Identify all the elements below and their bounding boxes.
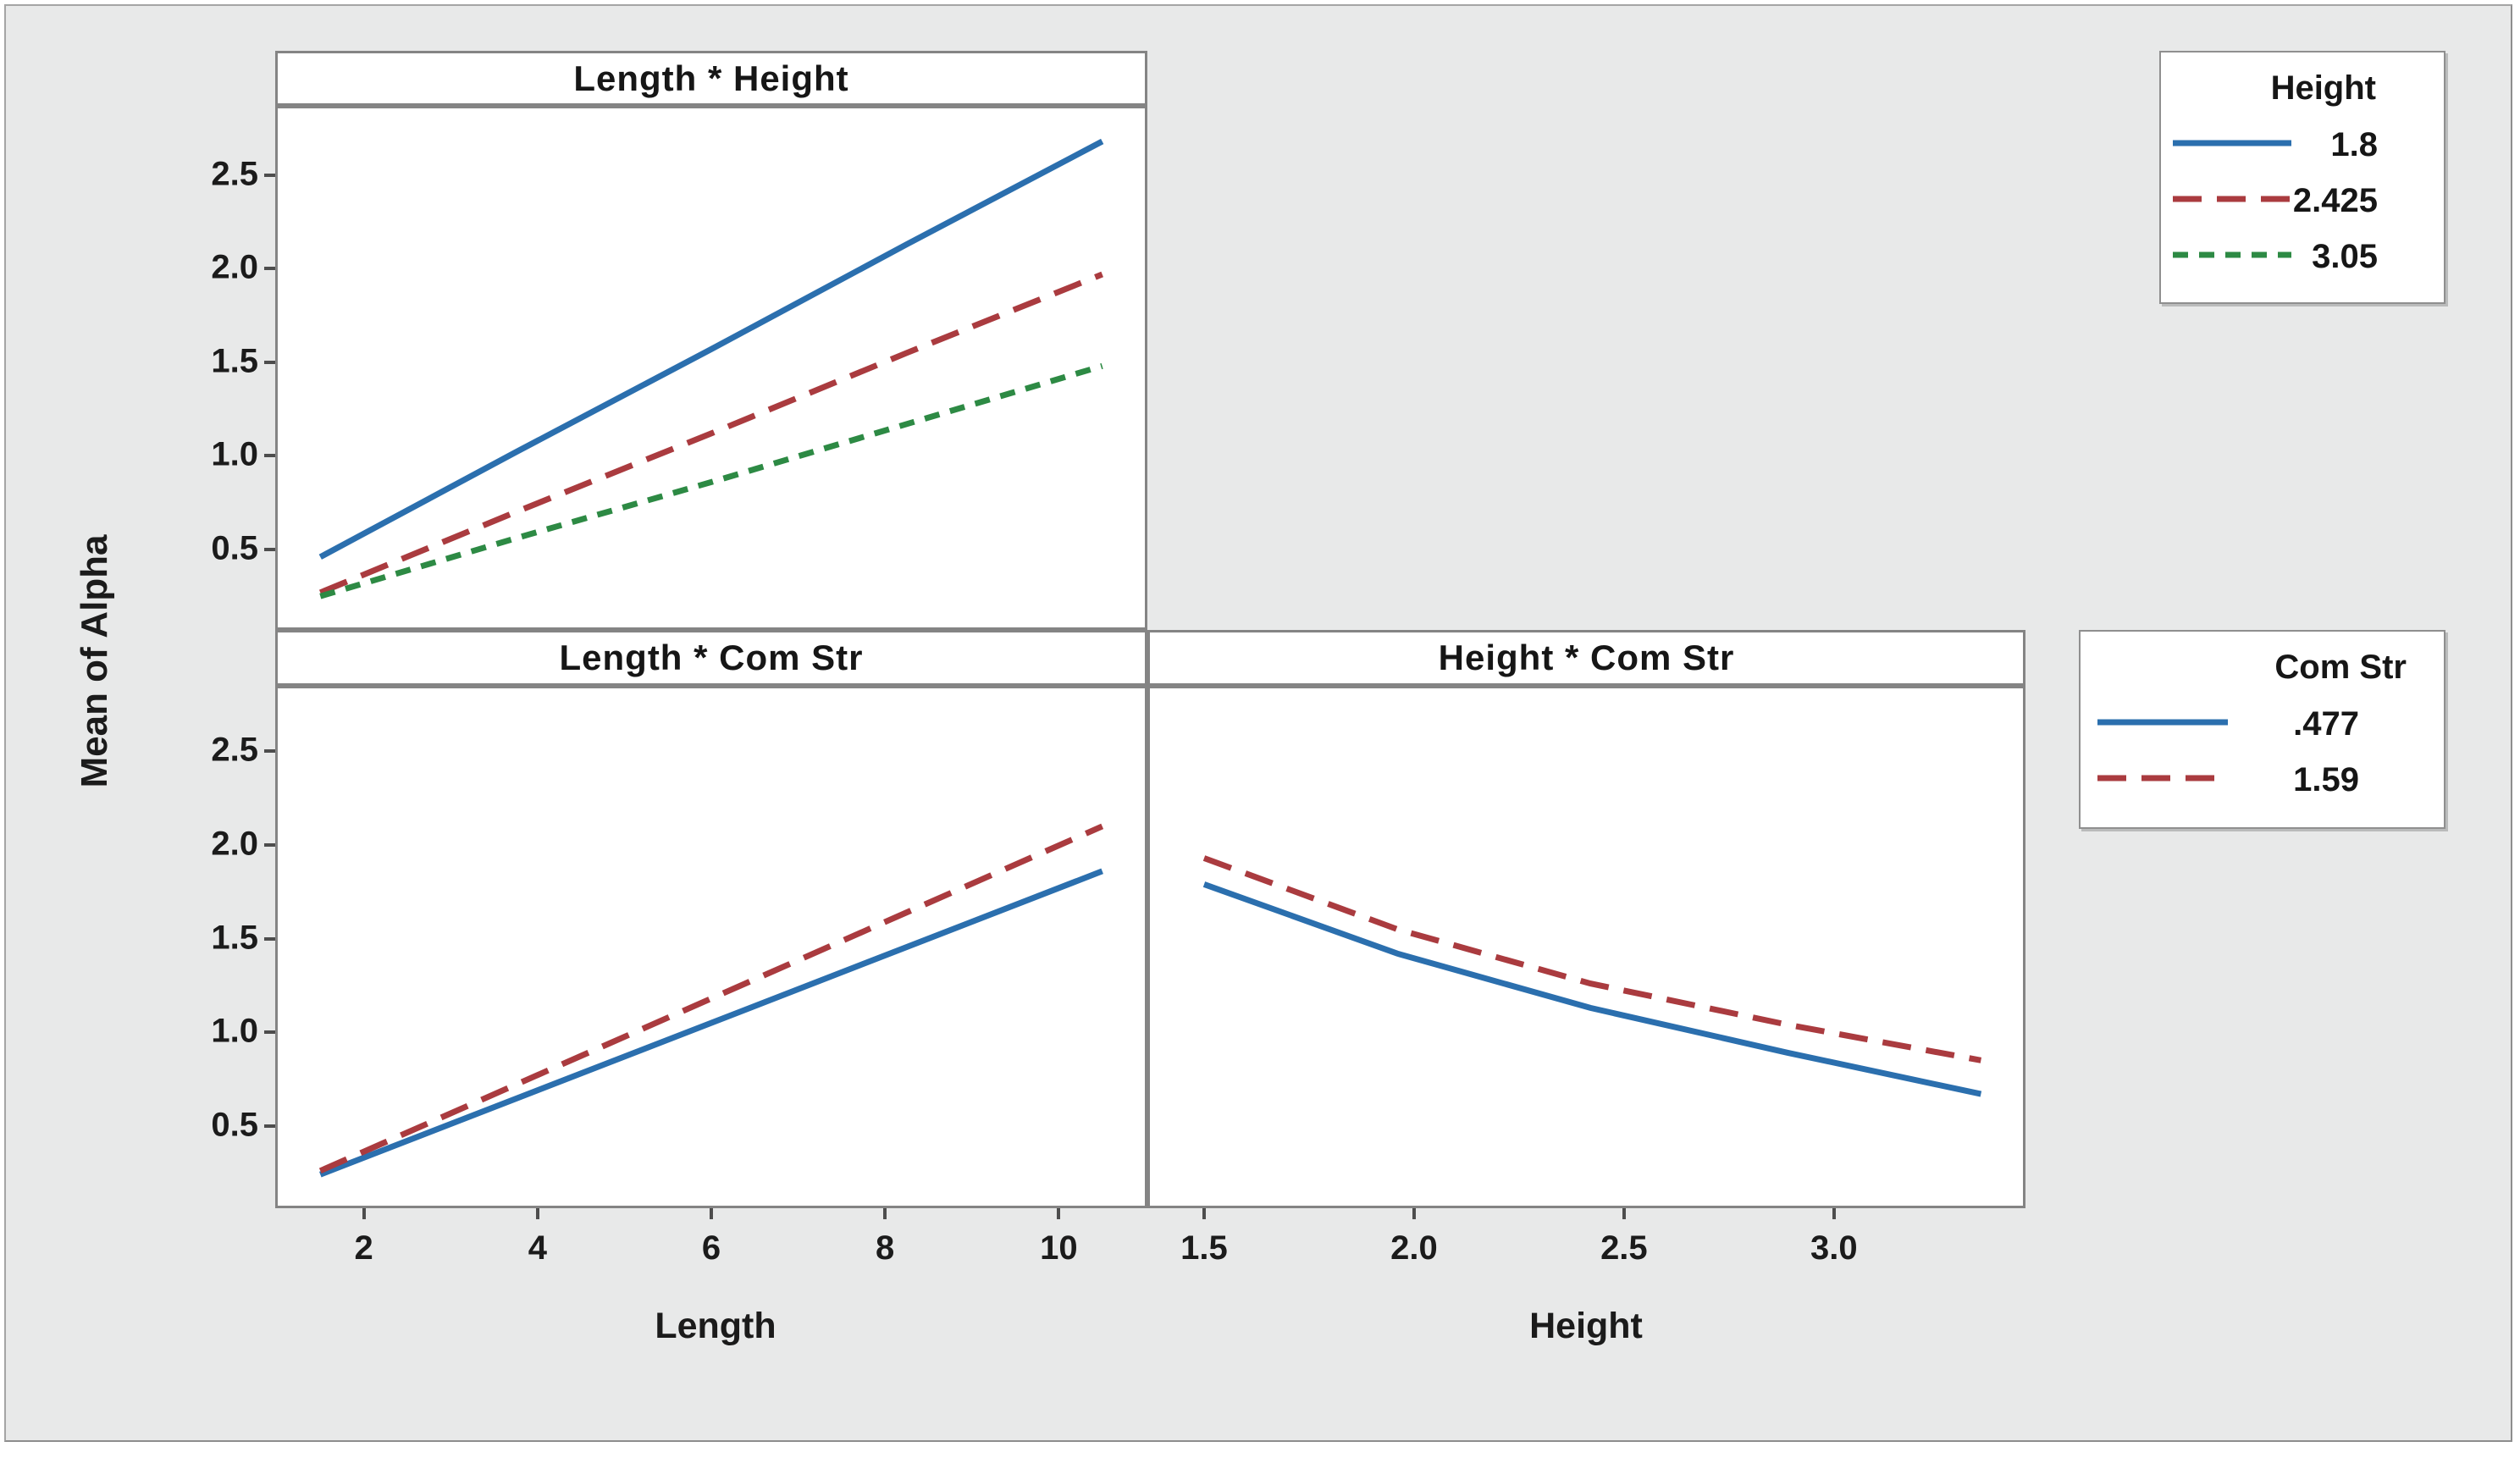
x-tick-label: 3.0: [1810, 1229, 1858, 1267]
x-tick-label: 2.0: [1390, 1229, 1438, 1267]
y-tick-label: 0.5: [211, 529, 258, 567]
y-tick: [264, 173, 275, 177]
y-tick-label: 0.5: [211, 1106, 258, 1144]
y-tick: [264, 267, 275, 271]
y-tick-label: 1.0: [211, 1012, 258, 1050]
legend-entry-label: 1.8: [2330, 125, 2378, 163]
legend-entry-label: 2.425: [2292, 181, 2378, 219]
solid-line-sample: [2097, 716, 2228, 732]
y-tick-label: 2.0: [211, 248, 258, 286]
y-tick-label: 1.5: [211, 919, 258, 957]
plot-area-height-comstr: [1147, 686, 2025, 1208]
x-tick-label: 10: [1040, 1229, 1078, 1267]
x-tick: [1832, 1208, 1836, 1219]
x-tick: [710, 1208, 713, 1219]
legend-entry-label: 3.05: [2312, 237, 2378, 275]
y-tick-label: 2.5: [211, 155, 258, 193]
plot-area-length-comstr: [275, 686, 1147, 1208]
y-tick: [264, 454, 275, 458]
x-tick: [1057, 1208, 1061, 1219]
x-tick: [362, 1208, 366, 1219]
x-tick-label: 6: [701, 1229, 721, 1267]
y-tick: [264, 936, 275, 941]
y-tick-label: 1.0: [211, 435, 258, 473]
y-tick: [264, 360, 275, 364]
legend-title: Com Str: [2274, 649, 2407, 686]
legend-title: Height: [2270, 69, 2376, 107]
solid-line-sample: [2173, 137, 2291, 153]
y-tick: [264, 1030, 275, 1035]
panel-title-length-comstr: Length * Com Str: [275, 630, 1147, 686]
panel-title-text: Length * Height: [573, 58, 849, 98]
y-tick-label: 2.5: [211, 731, 258, 769]
x-axis-label-height: Height: [1529, 1306, 1643, 1346]
x-axis-label-length: Length: [655, 1306, 776, 1346]
y-axis-label: Mean of Alpha: [74, 534, 115, 788]
panel-title-text: Height * Com Str: [1438, 638, 1735, 677]
legend-entry-label: .477: [2293, 704, 2359, 743]
legend-entry: 1.59: [2081, 752, 2444, 808]
long-dash-line-sample: [2097, 772, 2228, 788]
plot-area-length-height: [275, 106, 1147, 630]
figure-canvas: Length * Height Length * Com Str Height …: [4, 4, 2512, 1442]
x-tick-label: 2: [354, 1229, 373, 1267]
x-tick-label: 8: [876, 1229, 895, 1267]
legend-comstr: Com Str .477 1.59: [2079, 630, 2445, 829]
legend-entry: .477: [2081, 696, 2444, 752]
y-tick: [264, 1124, 275, 1128]
x-tick-label: 1.5: [1180, 1229, 1228, 1267]
y-tick: [264, 547, 275, 551]
panel-title-text: Length * Com Str: [559, 638, 864, 677]
panel-title-height-comstr: Height * Com Str: [1147, 630, 2025, 686]
legend-entry: 1.8: [2161, 117, 2444, 173]
x-tick: [1622, 1208, 1626, 1219]
legend-entry: 3.05: [2161, 229, 2444, 284]
long-dash-line-sample: [2173, 193, 2291, 209]
x-tick: [1412, 1208, 1416, 1219]
legend-entry-label: 1.59: [2293, 760, 2359, 798]
y-tick: [264, 749, 275, 754]
x-tick: [535, 1208, 539, 1219]
x-tick: [883, 1208, 887, 1219]
y-tick-label: 1.5: [211, 342, 258, 380]
y-tick: [264, 842, 275, 847]
panel-title-length-height: Length * Height: [275, 51, 1147, 106]
y-tick-label: 2.0: [211, 825, 258, 863]
legend-entry: 2.425: [2161, 173, 2444, 229]
short-dash-line-sample: [2173, 249, 2291, 265]
x-tick: [1202, 1208, 1206, 1219]
x-tick-label: 4: [528, 1229, 547, 1267]
legend-height: Height 1.8 2.425 3.05: [2159, 51, 2445, 304]
x-tick-label: 2.5: [1600, 1229, 1648, 1267]
